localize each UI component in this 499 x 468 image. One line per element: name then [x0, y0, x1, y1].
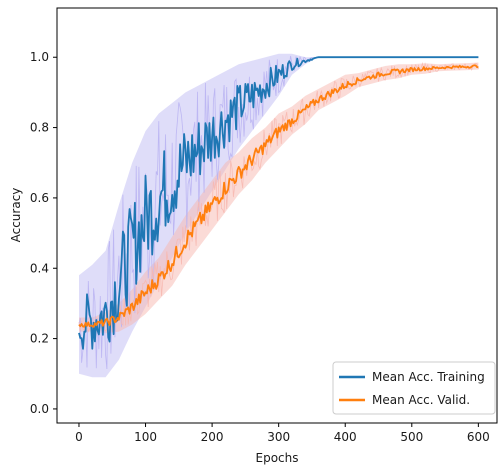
plot-frame: [56, 7, 498, 424]
x-tick-label: 500: [400, 430, 423, 444]
y-tick-label: 0.4: [30, 261, 49, 275]
x-axis-ticks: 0 100 200 300 400 500 600: [75, 423, 490, 444]
legend-label-valid: Mean Acc. Valid.: [372, 393, 470, 407]
x-tick-label: 200: [201, 430, 224, 444]
band-valid: [79, 62, 479, 334]
mean-lines: [78, 56, 479, 350]
y-tick-label: 0.6: [30, 191, 49, 205]
noise-valid: [78, 61, 479, 333]
y-tick-label: 0.0: [30, 402, 49, 416]
line-valid: [78, 64, 479, 328]
legend: Mean Acc. Training Mean Acc. Valid.: [332, 361, 496, 415]
band-training: [79, 53, 479, 378]
x-tick-label: 100: [134, 430, 157, 444]
line-training: [78, 56, 479, 350]
std-bands: [79, 53, 479, 378]
y-tick-label: 0.2: [30, 332, 49, 346]
y-tick-label: 0.8: [30, 121, 49, 135]
x-axis-label: Epochs: [256, 451, 299, 465]
x-tick-label: 0: [75, 430, 83, 444]
y-tick-label: 1.0: [30, 50, 49, 64]
legend-box: [332, 361, 496, 415]
legend-label-training: Mean Acc. Training: [372, 370, 485, 384]
x-tick-label: 300: [267, 430, 290, 444]
x-tick-label: 400: [334, 430, 357, 444]
x-tick-label: 600: [467, 430, 490, 444]
y-axis-label: Accuracy: [9, 188, 23, 243]
y-axis-ticks: 0.0 0.2 0.4 0.6 0.8 1.0: [30, 50, 57, 416]
